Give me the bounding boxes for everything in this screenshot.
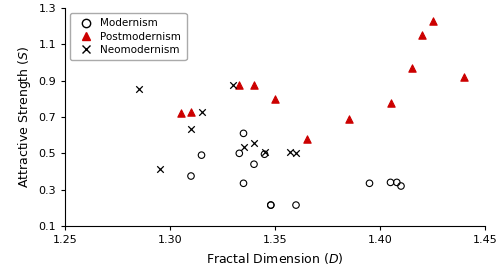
Y-axis label: Attractive Strength ($S$): Attractive Strength ($S$) bbox=[16, 46, 32, 188]
Point bbox=[240, 131, 248, 136]
Point bbox=[408, 66, 416, 70]
Point bbox=[292, 203, 300, 207]
Point bbox=[286, 150, 294, 155]
Point bbox=[134, 87, 142, 91]
Point bbox=[198, 153, 205, 157]
Point bbox=[271, 97, 279, 101]
Point bbox=[236, 83, 244, 87]
Point bbox=[187, 127, 195, 131]
Point bbox=[386, 180, 394, 185]
Point bbox=[250, 162, 258, 166]
Point bbox=[267, 203, 275, 207]
Point bbox=[240, 181, 248, 185]
Point bbox=[229, 83, 237, 87]
Point bbox=[187, 110, 195, 115]
Legend: Modernism, Postmodernism, Neomodernism: Modernism, Postmodernism, Neomodernism bbox=[70, 13, 186, 60]
Point bbox=[460, 75, 468, 79]
Point bbox=[397, 184, 405, 188]
Point bbox=[292, 151, 300, 155]
Point bbox=[386, 101, 394, 105]
Point bbox=[418, 33, 426, 37]
Point bbox=[366, 181, 374, 185]
Point bbox=[236, 151, 244, 155]
Point bbox=[260, 152, 268, 156]
Point bbox=[428, 19, 436, 23]
Point bbox=[302, 137, 310, 141]
Point bbox=[267, 203, 275, 207]
Point bbox=[344, 117, 352, 121]
Point bbox=[250, 83, 258, 87]
Point bbox=[187, 174, 195, 178]
Point bbox=[156, 167, 164, 171]
X-axis label: Fractal Dimension ($D$): Fractal Dimension ($D$) bbox=[206, 250, 344, 266]
Point bbox=[198, 109, 205, 114]
Point bbox=[250, 141, 258, 146]
Point bbox=[240, 145, 248, 149]
Point bbox=[176, 111, 184, 116]
Point bbox=[393, 180, 401, 185]
Point bbox=[260, 149, 268, 154]
